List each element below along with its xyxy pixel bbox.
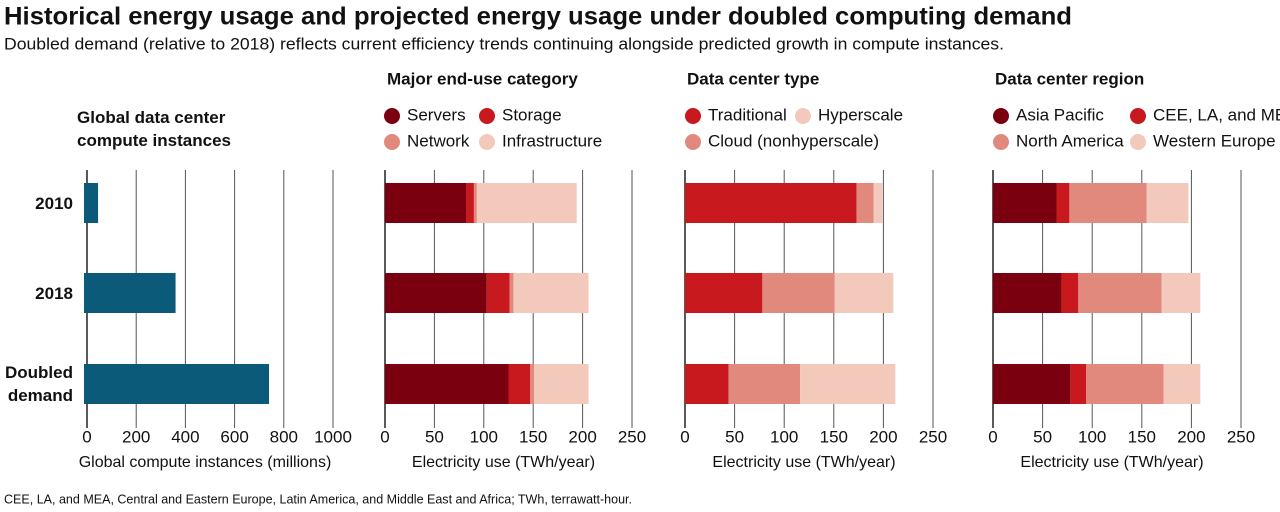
bar-segment xyxy=(473,183,477,223)
x-axis-label: Electricity use (TWh/year) xyxy=(712,454,895,471)
title: Historical energy usage and projected en… xyxy=(4,3,1072,31)
bar-segment xyxy=(834,273,894,313)
bar-segment xyxy=(800,364,896,404)
footnote: CEE, LA, and MEA, Central and Eastern Eu… xyxy=(4,491,632,506)
x-axis-label: Electricity use (TWh/year) xyxy=(412,454,595,471)
x-axis-label: Electricity use (TWh/year) xyxy=(1020,454,1203,471)
x-tick-label: 200 xyxy=(568,427,596,446)
bar-segment xyxy=(466,183,474,223)
bar-segment xyxy=(685,364,729,404)
y-tick-label: 2010 xyxy=(35,193,73,213)
x-tick-label: 100 xyxy=(470,427,498,446)
x-tick-label: 150 xyxy=(1128,427,1156,446)
bar-segment xyxy=(1056,183,1070,223)
y-tick-label: 2018 xyxy=(35,283,73,303)
bar-segment xyxy=(728,364,801,404)
bar-segment xyxy=(685,273,763,313)
x-tick-label: 100 xyxy=(1078,427,1106,446)
x-tick-label: 800 xyxy=(270,427,298,446)
legend-swatch xyxy=(479,134,495,150)
bar-segment xyxy=(762,273,835,313)
bar-segment xyxy=(856,183,874,223)
legend-label: Traditional xyxy=(708,105,787,124)
bar-segment xyxy=(1146,183,1189,223)
bar xyxy=(84,273,176,313)
legend-swatch xyxy=(795,108,811,124)
panel-title: Data center type xyxy=(687,69,819,88)
bar-segment xyxy=(1163,364,1201,404)
x-tick-label: 0 xyxy=(380,427,389,446)
legend-swatch xyxy=(479,108,495,124)
legend-swatch xyxy=(1130,108,1146,124)
legend-label: Cloud (nonhyperscale) xyxy=(708,131,879,150)
legend-swatch xyxy=(1130,134,1146,150)
bar-segment xyxy=(508,364,531,404)
bar-segment xyxy=(509,273,514,313)
bar-segment xyxy=(1061,273,1079,313)
x-tick-label: 100 xyxy=(770,427,798,446)
bar-segment xyxy=(534,364,589,404)
legend-label: Western Europe xyxy=(1153,131,1276,150)
x-tick-label: 50 xyxy=(1033,427,1052,446)
bar-segment xyxy=(486,273,510,313)
bar-segment xyxy=(873,183,883,223)
legend-label: Asia Pacific xyxy=(1016,105,1104,124)
x-tick-label: 50 xyxy=(725,427,744,446)
legend-swatch xyxy=(384,134,400,150)
legend-swatch xyxy=(993,108,1009,124)
legend-swatch xyxy=(993,134,1009,150)
legend-label: Storage xyxy=(502,105,562,124)
x-tick-label: 50 xyxy=(425,427,444,446)
bar-segment xyxy=(385,364,509,404)
bar-segment xyxy=(476,183,577,223)
legend-swatch xyxy=(685,134,701,150)
bar-segment xyxy=(530,364,535,404)
bar xyxy=(84,364,270,404)
x-tick-label: 0 xyxy=(680,427,689,446)
bar-segment xyxy=(1070,364,1087,404)
bar-segment xyxy=(513,273,589,313)
legend-label: CEE, LA, and MEA xyxy=(1153,105,1280,124)
x-tick-label: 250 xyxy=(919,427,947,446)
x-tick-label: 250 xyxy=(618,427,646,446)
panel-title: Global data center compute instances xyxy=(77,108,231,150)
legend-label: North America xyxy=(1016,131,1124,150)
legend-label: Hyperscale xyxy=(818,105,903,124)
subtitle: Doubled demand (relative to 2018) reflec… xyxy=(4,34,1004,53)
bar xyxy=(84,183,99,223)
bar-segment xyxy=(1078,273,1162,313)
x-tick-label: 400 xyxy=(171,427,199,446)
legend-label: Infrastructure xyxy=(502,131,602,150)
legend-swatch xyxy=(384,108,400,124)
legend-label: Network xyxy=(407,131,470,150)
panel-title: Major end-use category xyxy=(387,69,578,88)
bar-segment xyxy=(993,273,1062,313)
x-tick-label: 0 xyxy=(988,427,997,446)
x-tick-label: 200 xyxy=(869,427,897,446)
x-tick-label: 1000 xyxy=(314,427,352,446)
x-tick-label: 0 xyxy=(82,427,91,446)
x-tick-label: 150 xyxy=(820,427,848,446)
bar-segment xyxy=(1161,273,1201,313)
bar-segment xyxy=(1069,183,1147,223)
x-tick-label: 600 xyxy=(220,427,248,446)
x-tick-label: 200 xyxy=(122,427,150,446)
x-tick-label: 150 xyxy=(519,427,547,446)
bar-segment xyxy=(385,273,487,313)
legend-label: Servers xyxy=(407,105,466,124)
x-tick-label: 200 xyxy=(1177,427,1205,446)
bar-segment xyxy=(993,364,1071,404)
legend-swatch xyxy=(685,108,701,124)
bar-segment xyxy=(993,183,1057,223)
panel-title: Data center region xyxy=(995,69,1144,88)
y-tick-label: Doubled demand xyxy=(5,363,73,405)
x-axis-label: Global compute instances (millions) xyxy=(79,454,332,471)
x-tick-label: 250 xyxy=(1227,427,1255,446)
bar-segment xyxy=(385,183,467,223)
bar-segment xyxy=(685,183,857,223)
bar-segment xyxy=(1086,364,1164,404)
